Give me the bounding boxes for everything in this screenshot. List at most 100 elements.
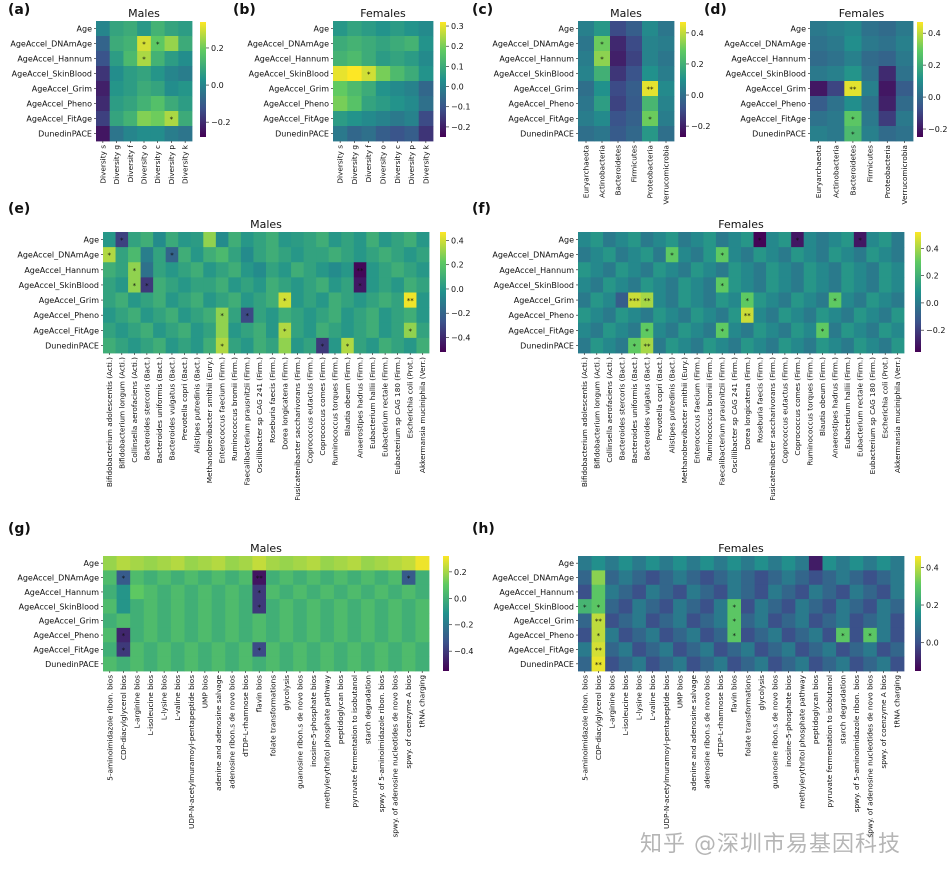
heatmap-cell [116,570,131,586]
heatmap-cell [605,570,620,586]
heatmap-cell [238,556,253,571]
heatmap-cell [741,613,755,629]
heatmap-cell [841,277,855,293]
heatmap-cell [404,111,420,127]
heatmap-cell [198,599,213,614]
heatmap-cell [238,599,253,614]
heatmap-cell [890,584,905,600]
heatmap-cell [640,247,654,263]
heatmap-cell [211,642,226,658]
heatmap-cell [253,337,267,354]
heatmap-cell [841,292,855,309]
column-label: UDP-N-acetylmuramoyl-pentapeptide bios [662,675,671,829]
heatmap-cell [728,337,742,354]
column-label: Coprococcus eutactus (Firm.) [305,357,314,464]
heatmap-cell [184,570,199,586]
heatmap-cell [361,642,376,658]
heatmap-cell [347,656,362,672]
column-label: Oscillibacter sp CAG 241 (Firm.) [255,357,264,473]
heatmap-cell [605,613,620,629]
heatmap-cell [665,247,679,263]
column-label: Methanobrevibacter smithii (Eury.) [205,357,214,483]
column-label: Actinobacteria [598,145,607,198]
heatmap-cell [866,307,880,324]
heatmap-cell [632,656,647,672]
heatmap-cell [678,307,692,324]
heatmap-cell [863,642,878,658]
heatmap-cell [816,262,830,278]
heatmap-cell [808,656,823,672]
heatmap-cell [603,262,617,278]
heatmap-cell [741,570,755,586]
heatmap-cell [640,232,654,248]
heatmap-cell [703,277,717,293]
column-label: UMP bios [200,675,209,708]
significance-marker: * [868,632,872,640]
heatmap-cell [391,337,405,354]
heatmap-cell [291,337,305,354]
heatmap-cell [378,262,392,278]
row-label: DunedinPACE [45,660,99,669]
heatmap-cell [252,656,267,672]
significance-marker: * [321,342,325,350]
heatmap-cell [303,247,317,263]
heatmap-cell [150,126,165,142]
heatmap-cell [143,584,158,600]
heatmap-cell [591,642,606,658]
heatmap-cell [827,111,845,127]
heatmap-cell [878,126,897,142]
heatmap-cell [130,584,145,600]
heatmap-cell [645,656,660,672]
colorbar-tick-label: 0.3 [451,22,464,31]
column-label: Prevotella copri (Bact.) [180,357,189,441]
heatmap-title: Females [718,218,764,231]
heatmap-cell [626,36,643,52]
heatmap-cell [320,599,335,614]
row-label: Age [84,236,100,245]
heatmap-cell [844,51,862,67]
heatmap-cell [808,627,823,643]
column-label: Ruminococcus bromii (Firm.) [230,357,239,461]
heatmap-cell [778,292,792,309]
heatmap-cell [116,627,131,643]
heatmap-cell [766,247,780,263]
heatmap-cell [878,51,897,67]
column-label: L-arginine bios [132,675,141,729]
heatmap-cell [404,66,420,82]
significance-marker: * [170,252,174,260]
heatmap-cell [594,96,611,112]
row-label: AgeAccel_Grim [269,85,329,94]
heatmap-cell [184,584,199,600]
colorbar-tick-label: 0.2 [451,42,464,51]
heatmap-cell [578,642,592,658]
heatmap-cell [103,262,116,278]
significance-marker: * [851,131,855,139]
heatmap-cell [190,337,204,354]
heatmap-cell [178,36,193,52]
heatmap-cell [240,292,254,309]
heatmap-cell [225,613,240,629]
column-label: Roseburia faecis (Firm.) [755,357,764,443]
heatmap-cell [632,599,647,614]
heatmap-cell [610,96,627,112]
heatmap-cell [140,232,154,248]
heatmap-cell [388,570,403,586]
heatmap-cell [861,36,880,52]
heatmap-cell [603,307,617,324]
heatmap-cell [578,292,591,309]
heatmap-cell [390,66,405,82]
heatmap-cell [388,627,403,643]
heatmap-cell [143,570,158,586]
heatmap-cell [863,656,878,672]
heatmap-cell [795,570,810,586]
heatmap-cell [678,232,692,248]
significance-marker: * [732,603,736,611]
significance-marker: ** [407,297,415,305]
heatmap-cell [190,262,204,278]
heatmap-cell [727,556,742,571]
heatmap-cell [827,51,845,67]
heatmap-cell [890,599,905,614]
heatmap-cell [150,51,165,67]
heatmap-cell [754,570,769,586]
heatmap-cell [642,66,659,82]
